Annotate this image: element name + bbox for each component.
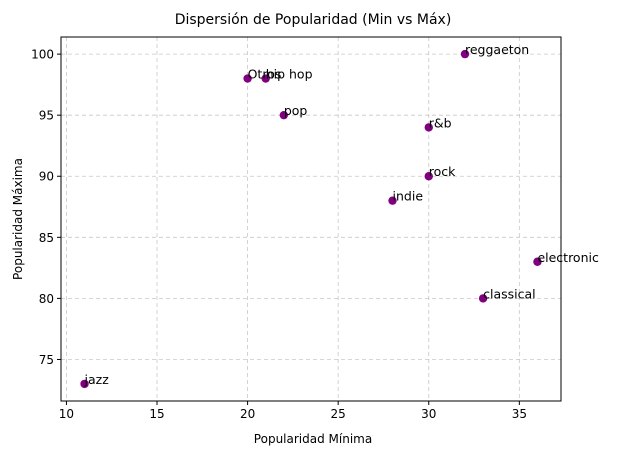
data-point bbox=[478, 294, 488, 303]
data-point bbox=[460, 49, 470, 59]
point-label: jazz bbox=[84, 372, 110, 387]
x-tick-label: 20 bbox=[240, 407, 255, 421]
point-label: r&b bbox=[429, 115, 452, 130]
point-label: rock bbox=[429, 164, 456, 179]
x-tick-label: 15 bbox=[149, 407, 164, 421]
point-label: indie bbox=[393, 189, 424, 204]
data-point bbox=[279, 110, 289, 120]
data-point bbox=[243, 74, 252, 83]
point-label: reggaeton bbox=[465, 42, 529, 57]
y-tick-label: 90 bbox=[39, 170, 54, 184]
x-axis-label: Popularidad Mínima bbox=[254, 432, 372, 446]
x-tick-label: 35 bbox=[512, 407, 527, 421]
y-ticks: 75 80 85 90 95 100 bbox=[31, 48, 61, 367]
chart-title: Dispersión de Popularidad (Min vs Máx) bbox=[175, 12, 452, 28]
y-tick-label: 85 bbox=[39, 231, 54, 245]
plot-frame bbox=[60, 36, 562, 402]
point-label: hip hop bbox=[266, 67, 313, 82]
data-point bbox=[388, 196, 397, 205]
data-point bbox=[533, 257, 542, 266]
x-ticks: 10 15 20 25 30 35 bbox=[59, 401, 527, 421]
point-label: classical bbox=[483, 286, 536, 301]
point-label: pop bbox=[284, 103, 308, 118]
point-label: Otros bbox=[248, 67, 282, 82]
x-tick-label: 10 bbox=[59, 407, 74, 421]
y-tick-label: 95 bbox=[39, 109, 54, 123]
y-tick-label: 75 bbox=[39, 353, 54, 367]
data-point bbox=[261, 74, 270, 83]
data-point bbox=[80, 379, 89, 389]
grid bbox=[61, 37, 561, 401]
data-point bbox=[424, 123, 433, 132]
data-point bbox=[424, 172, 433, 181]
y-axis-label: Popularidad Máxima bbox=[11, 158, 25, 280]
points-layer bbox=[80, 49, 542, 389]
y-tick-label: 80 bbox=[39, 292, 54, 306]
point-label: electronic bbox=[537, 250, 599, 265]
y-tick-label: 100 bbox=[31, 48, 54, 62]
x-tick-label: 30 bbox=[421, 407, 436, 421]
x-tick-label: 25 bbox=[331, 407, 346, 421]
